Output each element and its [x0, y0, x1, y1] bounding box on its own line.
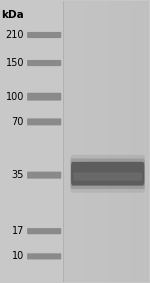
FancyBboxPatch shape [70, 155, 145, 193]
Text: kDa: kDa [1, 10, 24, 20]
FancyBboxPatch shape [27, 118, 61, 125]
Text: 17: 17 [12, 226, 24, 236]
Text: 210: 210 [6, 30, 24, 40]
FancyBboxPatch shape [27, 32, 61, 38]
Text: 150: 150 [6, 58, 24, 68]
Text: 10: 10 [12, 251, 24, 261]
FancyBboxPatch shape [27, 228, 61, 234]
FancyBboxPatch shape [27, 253, 61, 260]
FancyBboxPatch shape [27, 60, 61, 66]
FancyBboxPatch shape [27, 171, 61, 179]
Text: 100: 100 [6, 92, 24, 102]
Text: 35: 35 [12, 170, 24, 180]
FancyBboxPatch shape [74, 172, 142, 181]
FancyBboxPatch shape [27, 93, 61, 100]
Text: 70: 70 [12, 117, 24, 127]
FancyBboxPatch shape [70, 158, 145, 189]
FancyBboxPatch shape [71, 162, 144, 186]
